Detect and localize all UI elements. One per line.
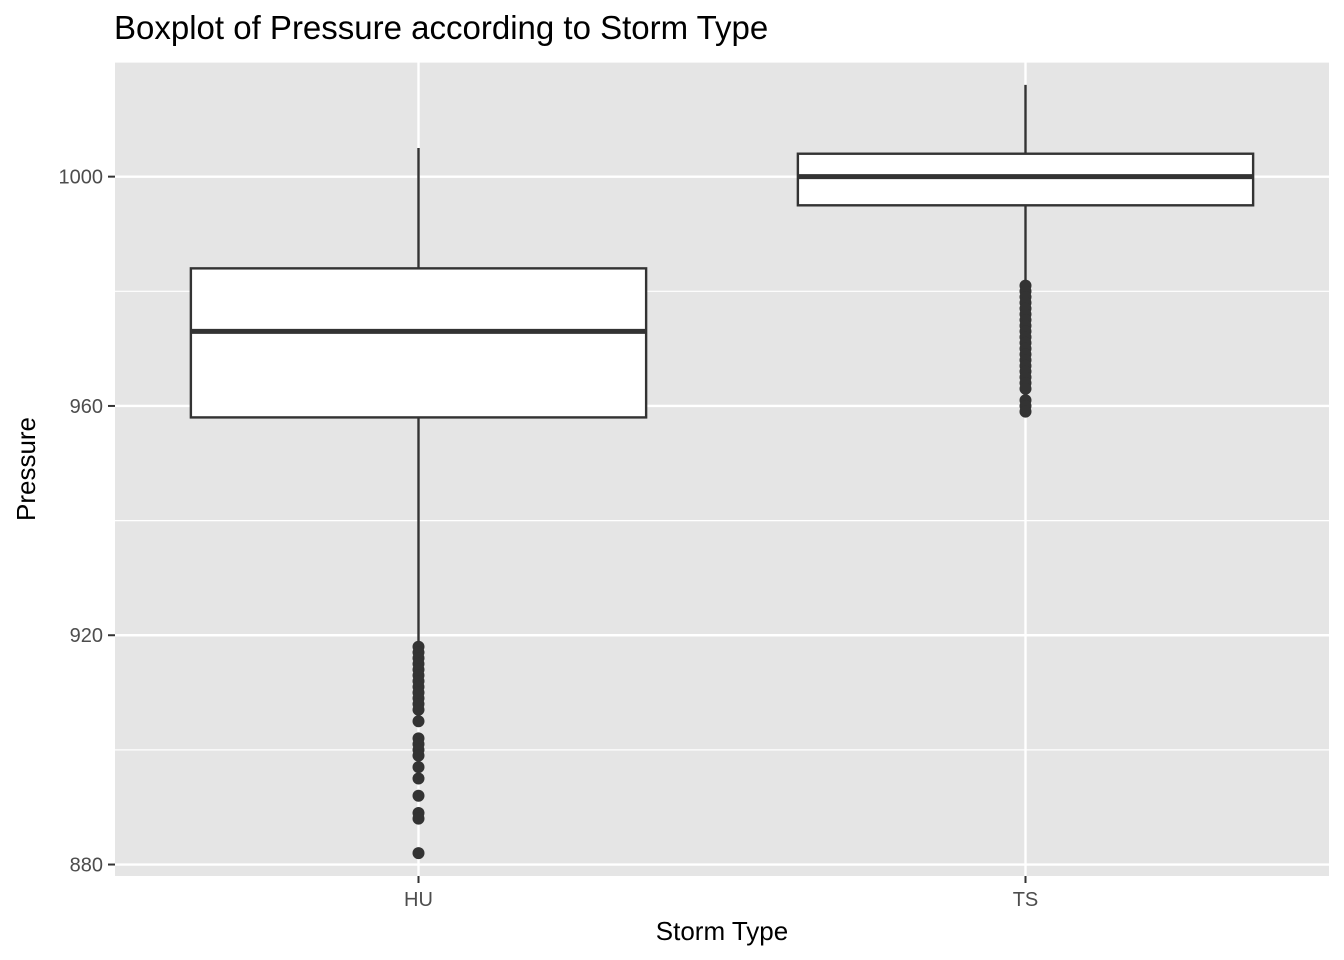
box-series (189, 84, 1255, 860)
x-axis-title: Storm Type (656, 916, 788, 946)
y-axis-ticks: 880 920 960 1000 (59, 167, 115, 877)
outlier-point (412, 761, 425, 774)
box-ts (796, 84, 1255, 418)
outlier-point (412, 772, 425, 785)
y-tick-label: 960 (70, 396, 103, 418)
outlier-point (412, 847, 425, 860)
x-tick-label: HU (404, 889, 433, 911)
x-tick-label: TS (1013, 889, 1039, 911)
box-hu (189, 147, 648, 860)
outlier-point (412, 703, 425, 716)
outlier-point (412, 789, 425, 802)
outlier-point (412, 812, 425, 825)
outlier-point (1019, 382, 1032, 395)
outlier-point (1019, 405, 1032, 418)
outlier-point (412, 715, 425, 728)
outlier-point (412, 749, 425, 762)
x-axis-ticks: HU TS (404, 876, 1038, 911)
box-iqr (796, 152, 1255, 207)
chart-title: Boxplot of Pressure according to Storm T… (114, 9, 768, 46)
y-tick-label: 920 (70, 625, 103, 647)
box-iqr (189, 267, 648, 419)
y-axis-title: Pressure (11, 417, 41, 521)
y-tick-label: 1000 (59, 167, 104, 189)
y-tick-label: 880 (70, 855, 103, 877)
